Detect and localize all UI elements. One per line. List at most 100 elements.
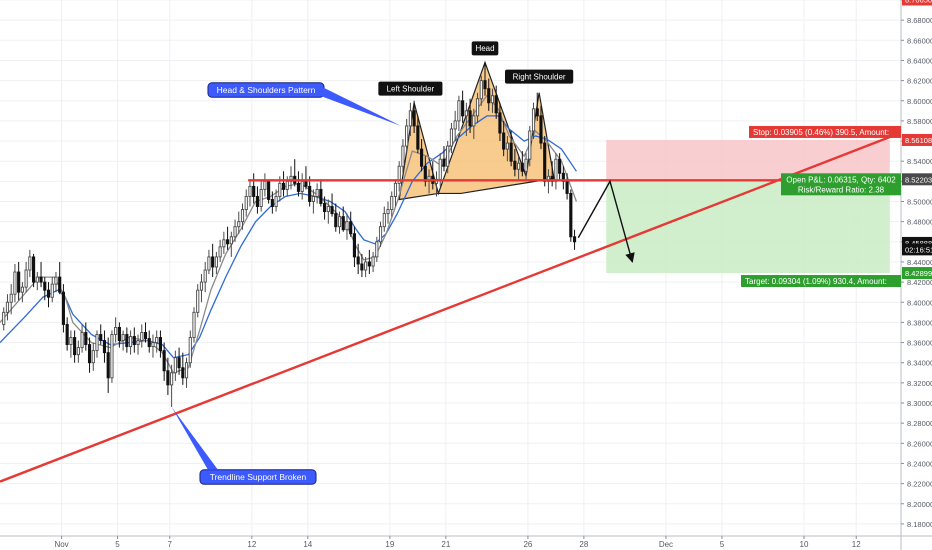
candle-body	[498, 112, 502, 134]
x-tick-label: 5	[720, 540, 725, 549]
candle-body	[110, 334, 114, 379]
candle-body	[244, 196, 248, 211]
candle-body	[408, 110, 412, 127]
y-tick-label: 8.22000	[907, 480, 932, 489]
x-tick-label: 12	[247, 540, 256, 549]
candle-body	[505, 142, 509, 150]
candle-body	[356, 256, 360, 265]
candle-body	[558, 158, 562, 174]
x-tick-label: 12	[852, 540, 861, 549]
candle-body	[211, 256, 215, 268]
candle-body	[84, 332, 88, 346]
candle-body	[58, 276, 62, 293]
candle-body	[517, 162, 521, 170]
candle-body	[255, 196, 259, 207]
candle-body	[9, 293, 13, 303]
candle-body	[32, 256, 36, 283]
candlesticks	[2, 62, 577, 408]
left-shoulder-label: Left Shoulder	[387, 85, 435, 94]
candle-body	[192, 311, 196, 338]
stop-label: Stop: 0.03905 (0.46%) 390.5, Amount:	[753, 128, 889, 137]
candle-body	[502, 132, 506, 150]
candle-body	[43, 281, 47, 291]
candle-body	[390, 196, 394, 211]
candle-body	[132, 336, 136, 346]
candle-body	[438, 158, 442, 180]
candle-body	[80, 332, 84, 349]
y-tick-label: 8.36000	[907, 339, 932, 348]
candle-body	[20, 286, 24, 293]
pattern-label: Head & Shoulders Pattern	[217, 85, 316, 95]
candle-body	[218, 246, 222, 258]
candle-body	[341, 216, 345, 231]
head-label: Head	[475, 44, 494, 53]
y-tick-label: 8.64000	[907, 56, 932, 65]
position-zones	[606, 139, 890, 274]
candle-body	[412, 110, 416, 127]
projection-arrow	[577, 179, 635, 263]
candle-body	[181, 367, 185, 379]
candle-body	[73, 337, 77, 356]
x-tick-label: 28	[579, 540, 588, 549]
candle-body	[371, 256, 375, 267]
x-tick-label: 21	[441, 540, 450, 549]
candle-body	[263, 180, 267, 190]
y-tick-label: 8.18000	[907, 520, 932, 529]
candle-body	[240, 209, 245, 223]
trendline-label: Trendline Support Broken	[210, 472, 307, 482]
candle-body	[237, 221, 241, 228]
price-tag: 02:16:51	[905, 245, 932, 254]
candle-body	[91, 350, 95, 364]
candle-body	[483, 80, 487, 90]
candle-body	[326, 206, 330, 213]
candle-body	[136, 340, 140, 346]
candle-body	[524, 158, 528, 172]
candle-body	[520, 162, 524, 172]
candle-body	[140, 332, 144, 341]
candle-body	[393, 182, 398, 197]
y-tick-label: 8.40000	[907, 298, 932, 307]
x-tick-label: Nov	[54, 540, 68, 549]
trendline-pointer	[171, 407, 218, 470]
candle-body	[449, 128, 454, 147]
candle-body	[143, 332, 148, 339]
candle-body	[61, 291, 65, 325]
candle-body	[121, 334, 125, 341]
candle-body	[259, 188, 263, 207]
price-tag-box	[902, 0, 932, 6]
candle-body	[229, 236, 233, 245]
candle-body	[106, 352, 110, 379]
candle-body	[315, 188, 319, 197]
candle-body	[285, 180, 289, 190]
candle-body	[308, 185, 312, 202]
candle-body	[386, 209, 390, 215]
candle-body	[349, 221, 353, 235]
candle-body	[13, 271, 17, 295]
candle-body	[569, 192, 573, 238]
candle-body	[535, 108, 539, 117]
target-label-box	[741, 275, 901, 288]
y-tick-label: 8.42000	[907, 278, 932, 287]
callouts: Head & Shoulders Pattern Left Shoulder Hea…	[171, 41, 901, 485]
candle-body	[423, 165, 427, 182]
candle-body	[207, 256, 211, 271]
candle-body	[162, 350, 166, 372]
candle-body	[554, 158, 558, 182]
candle-body	[345, 221, 349, 231]
price-tag-box	[902, 267, 932, 280]
candle-body	[420, 148, 424, 167]
candle-body	[296, 182, 301, 192]
candle-body	[364, 261, 368, 271]
y-tick-label: 8.44000	[907, 258, 932, 267]
price-tag: 8.52203	[905, 175, 932, 184]
y-tick-label: 8.28000	[907, 419, 932, 428]
candle-body	[170, 372, 174, 386]
x-tick-label: 14	[303, 540, 312, 549]
y-tick-label: 8.32000	[907, 379, 932, 388]
candle-body	[222, 239, 226, 248]
price-tags: 8.700508.561088.522038.4588802:16:518.42…	[902, 0, 932, 280]
candle-body	[125, 334, 129, 348]
y-tick-label: 8.26000	[907, 439, 932, 448]
